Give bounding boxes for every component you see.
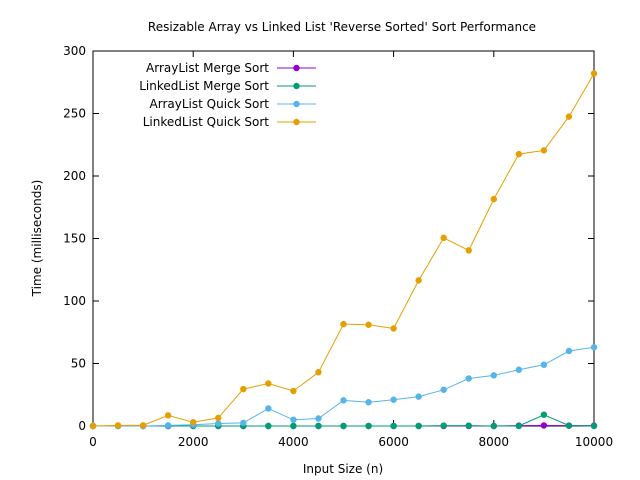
data-point — [315, 422, 322, 430]
data-point — [590, 344, 598, 351]
data-point — [440, 386, 447, 393]
data-point — [215, 414, 222, 422]
data-point — [290, 422, 297, 430]
data-point — [440, 234, 447, 242]
x-tick-label: 10000 — [575, 435, 613, 449]
data-point — [365, 422, 372, 430]
y-tick-label: 50 — [71, 357, 86, 371]
y-tick-label: 0 — [78, 419, 86, 433]
data-point — [89, 422, 97, 430]
data-point — [465, 375, 472, 382]
x-tick-label: 8000 — [479, 435, 510, 449]
data-point — [265, 422, 272, 430]
chart-title: Resizable Array vs Linked List 'Reverse … — [148, 20, 536, 34]
y-axis-label: Time (milliseconds) — [30, 180, 44, 298]
data-point — [540, 147, 548, 154]
data-point — [540, 411, 548, 418]
series-layer — [89, 70, 598, 430]
x-tick-label: 4000 — [278, 435, 309, 449]
data-point — [590, 422, 598, 430]
y-tick-label: 300 — [63, 44, 86, 58]
legend-label: ArrayList Merge Sort — [146, 61, 269, 75]
data-point — [365, 399, 372, 406]
data-point — [415, 422, 422, 430]
y-tick-label: 100 — [63, 294, 86, 308]
axis-ticks: 0 2000 4000 6000 8000 10000 0 50 100 150 200 250 300 — [63, 44, 613, 449]
plot-area: 0 2000 4000 6000 8000 10000 0 50 100 150 200 250 300 — [63, 44, 613, 449]
x-axis-label: Input Size (n) — [303, 462, 383, 476]
data-point — [340, 422, 347, 430]
data-point — [315, 415, 322, 422]
data-point — [515, 422, 523, 430]
data-point — [590, 70, 598, 77]
data-point — [465, 422, 472, 429]
data-point — [164, 412, 172, 419]
data-point — [290, 387, 297, 395]
data-point — [215, 420, 222, 427]
data-point — [265, 405, 272, 412]
data-point — [490, 195, 497, 203]
legend-swatch-point — [293, 118, 300, 126]
data-point — [465, 247, 472, 254]
legend: ArrayList Merge Sort LinkedList Merge Sor… — [139, 61, 316, 129]
legend-label: ArrayList Quick Sort — [150, 97, 270, 111]
series-3 — [89, 70, 598, 430]
data-point — [415, 277, 422, 284]
data-point — [340, 320, 347, 328]
x-tick-label: 0 — [89, 435, 97, 449]
data-point — [240, 419, 247, 427]
x-tick-label: 6000 — [378, 435, 409, 449]
data-point — [390, 422, 397, 430]
legend-label: LinkedList Merge Sort — [139, 79, 269, 93]
y-tick-label: 250 — [63, 107, 86, 121]
legend-swatch-point — [293, 82, 300, 90]
data-point — [114, 422, 122, 429]
data-point — [190, 419, 197, 426]
x-tick-label: 2000 — [178, 435, 209, 449]
data-point — [164, 422, 172, 429]
data-point — [365, 321, 372, 328]
data-point — [290, 416, 297, 423]
data-point — [565, 422, 573, 429]
data-point — [390, 325, 397, 332]
data-point — [265, 380, 272, 387]
data-point — [540, 422, 548, 429]
data-point — [440, 422, 447, 429]
data-point — [139, 422, 147, 429]
data-point — [415, 393, 422, 400]
legend-swatch-point — [293, 100, 300, 108]
data-point — [515, 366, 523, 373]
y-tick-label: 150 — [63, 232, 86, 246]
legend-swatch-point — [293, 64, 300, 72]
y-tick-label: 200 — [63, 169, 86, 183]
data-point — [540, 361, 548, 368]
data-point — [315, 369, 322, 376]
data-point — [390, 396, 397, 403]
data-point — [515, 150, 523, 158]
data-point — [565, 113, 573, 120]
legend-label: LinkedList Quick Sort — [143, 115, 270, 129]
data-point — [340, 397, 347, 404]
data-point — [565, 347, 573, 355]
data-point — [490, 372, 497, 379]
data-point — [490, 422, 497, 430]
data-point — [240, 385, 247, 393]
